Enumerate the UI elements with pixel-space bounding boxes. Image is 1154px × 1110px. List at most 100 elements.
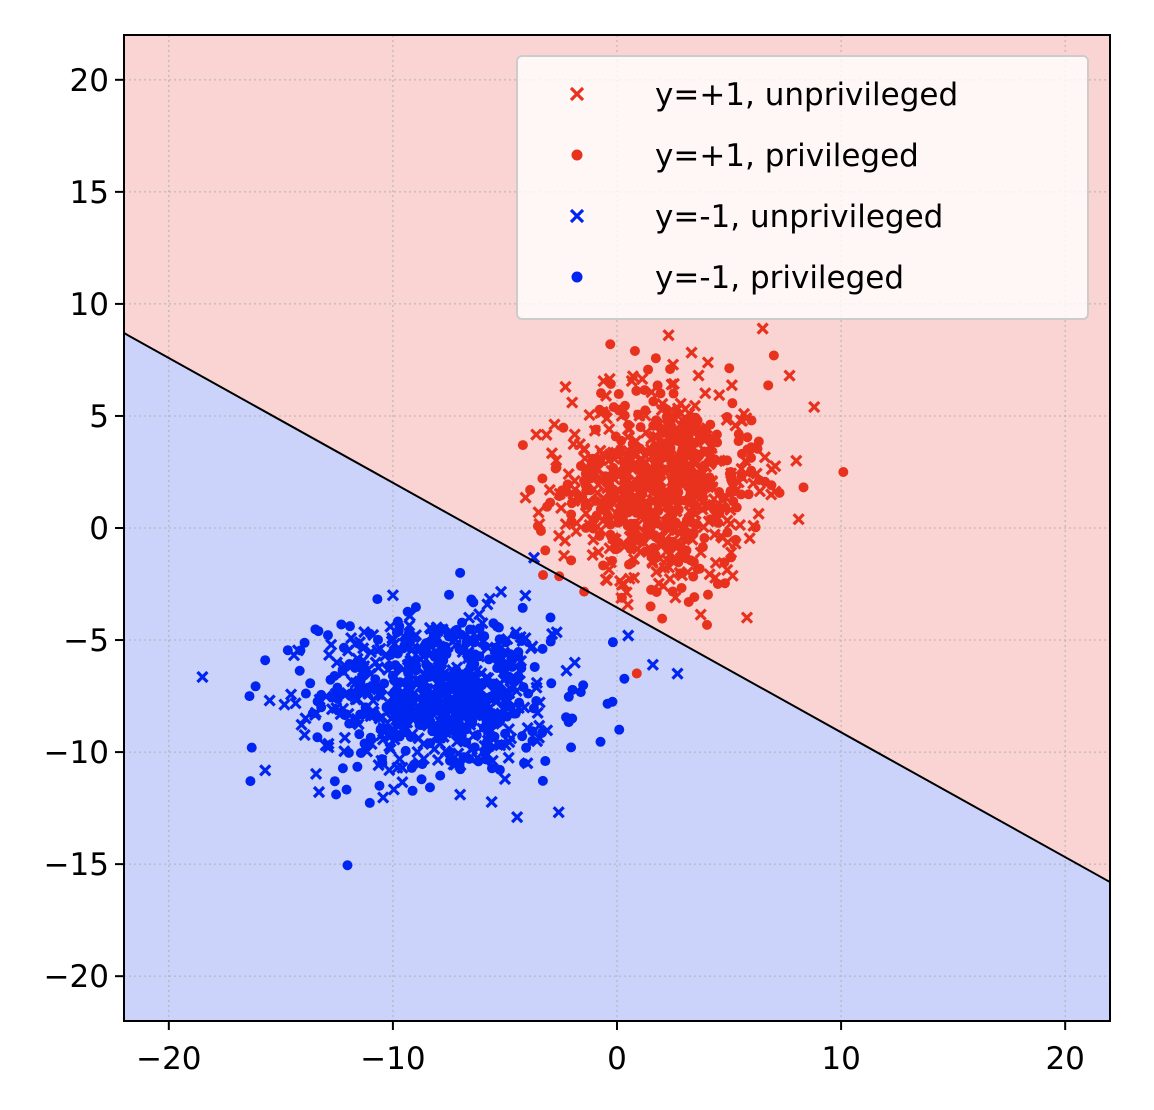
scatter-point [309, 767, 323, 781]
scatter-point [578, 442, 591, 455]
scatter-point [657, 579, 670, 593]
scatter-point [724, 517, 737, 530]
scatter-point [344, 718, 355, 729]
scatter-point [692, 369, 705, 382]
scatter-point [733, 436, 744, 447]
scatter-point [617, 577, 630, 591]
scatter-point [607, 637, 618, 648]
scatter-point [638, 496, 651, 510]
scatter-point [631, 668, 642, 679]
scatter-point [295, 718, 308, 731]
scatter-point [674, 397, 687, 410]
scatter-point [431, 648, 442, 659]
scatter-point [668, 471, 679, 482]
scatter-point [595, 736, 606, 747]
scatter-point [376, 733, 390, 746]
scatter-point [337, 665, 348, 676]
scatter-point [518, 701, 531, 714]
scatter-point [650, 565, 663, 578]
scatter-point [422, 687, 433, 698]
scatter-point [655, 388, 666, 399]
scatter-point [374, 780, 385, 791]
scatter-point [653, 498, 664, 509]
scatter-point [372, 661, 385, 674]
scatter-point [746, 415, 757, 426]
scatter-point [469, 674, 480, 685]
scatter-point [631, 385, 642, 396]
scatter-point [552, 806, 565, 819]
negative-region [124, 333, 1110, 1022]
scatter-point [479, 748, 490, 759]
scatter-point [621, 430, 635, 444]
scatter-point [527, 726, 538, 737]
scatter-point [436, 660, 447, 671]
scatter-point [588, 523, 599, 534]
scatter-point [700, 422, 714, 435]
scatter-point [376, 710, 389, 724]
scatter-point [629, 345, 640, 356]
scatter-point [405, 706, 418, 720]
scatter-point [639, 409, 652, 422]
scatter-point [403, 609, 417, 623]
y-tick-label: −20 [44, 959, 109, 995]
scatter-point [500, 637, 511, 648]
scatter-point [575, 460, 586, 471]
scatter-point [683, 596, 694, 607]
scatter-point [600, 412, 613, 425]
scatter-point [709, 556, 722, 570]
scatter-point [665, 364, 676, 375]
scatter-point [387, 670, 398, 681]
scatter-point [663, 405, 676, 419]
scatter-point [639, 456, 653, 469]
scatter-point [403, 668, 414, 679]
scatter-point [396, 776, 409, 789]
scatter-point [655, 424, 669, 438]
scatter-point [558, 422, 569, 433]
scatter-point [614, 404, 625, 415]
scatter-point [494, 739, 507, 752]
scatter-point [740, 611, 754, 624]
scatter-point [403, 619, 416, 632]
scatter-point [537, 643, 548, 654]
scatter-point [633, 545, 647, 559]
scatter-point [555, 501, 568, 515]
scatter-point [769, 485, 782, 498]
scatter-point [298, 728, 311, 742]
scatter-point [603, 372, 616, 386]
scatter-point [769, 460, 782, 473]
scatter-point [344, 659, 358, 673]
scatter-point [332, 682, 343, 693]
scatter-point [289, 697, 302, 710]
scatter-point [245, 776, 256, 787]
scatter-point [532, 506, 545, 519]
scatter-point [702, 619, 713, 630]
scatter-point [462, 611, 476, 624]
scatter-point [490, 642, 501, 653]
scatter-point [663, 544, 674, 555]
scatter-point [671, 481, 682, 492]
scatter-point [685, 346, 698, 359]
scatter-point [750, 522, 761, 533]
scatter-point [537, 473, 548, 484]
scatter-point [312, 732, 323, 743]
scatter-point [580, 522, 591, 533]
scatter-point [725, 379, 738, 392]
scatter-point [697, 541, 708, 552]
scatter-point [578, 452, 592, 465]
scatter-point [367, 628, 380, 642]
scatter-point [452, 696, 463, 707]
scatter-point [729, 486, 740, 497]
legend-box [516, 55, 1089, 320]
scatter-point [377, 791, 390, 804]
scatter-point [642, 482, 653, 493]
scatter-point [743, 489, 754, 500]
scatter-point [754, 475, 765, 486]
scatter-point [435, 770, 446, 781]
scatter-point [401, 633, 414, 646]
scatter-point [665, 503, 679, 516]
scatter-point [645, 601, 656, 612]
scatter-point [486, 754, 499, 767]
scatter-point [481, 715, 492, 726]
scatter-point [635, 422, 646, 433]
legend: y=+1, unprivileged y=+1, privileged y=-1, … [516, 55, 1089, 320]
